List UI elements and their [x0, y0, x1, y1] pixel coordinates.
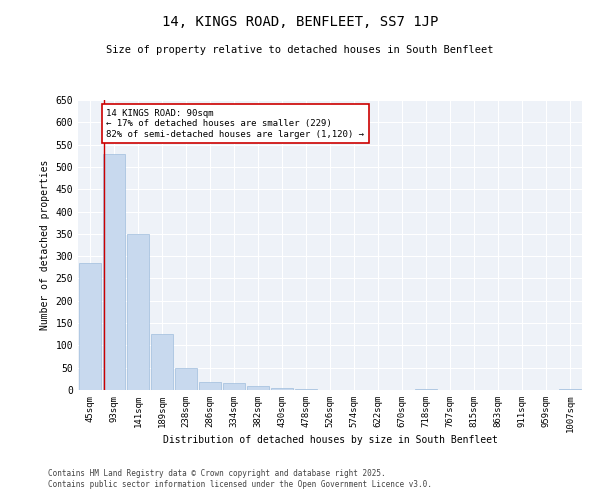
Text: Distribution of detached houses by size in South Benfleet: Distribution of detached houses by size … — [163, 435, 497, 445]
Text: Contains public sector information licensed under the Open Government Licence v3: Contains public sector information licen… — [48, 480, 432, 489]
Text: 14, KINGS ROAD, BENFLEET, SS7 1JP: 14, KINGS ROAD, BENFLEET, SS7 1JP — [162, 15, 438, 29]
Bar — [415, 388, 437, 390]
Text: Size of property relative to detached houses in South Benfleet: Size of property relative to detached ho… — [106, 45, 494, 55]
Bar — [271, 388, 293, 390]
Y-axis label: Number of detached properties: Number of detached properties — [40, 160, 50, 330]
Text: 14 KINGS ROAD: 90sqm
← 17% of detached houses are smaller (229)
82% of semi-deta: 14 KINGS ROAD: 90sqm ← 17% of detached h… — [106, 109, 364, 138]
Text: Contains HM Land Registry data © Crown copyright and database right 2025.: Contains HM Land Registry data © Crown c… — [48, 468, 386, 477]
Bar — [247, 386, 269, 390]
Bar — [223, 384, 245, 390]
Bar — [175, 368, 197, 390]
Bar — [559, 389, 581, 390]
Bar — [79, 263, 101, 390]
Bar — [295, 388, 317, 390]
Bar — [103, 154, 125, 390]
Bar — [199, 382, 221, 390]
Bar — [127, 234, 149, 390]
Bar — [151, 334, 173, 390]
